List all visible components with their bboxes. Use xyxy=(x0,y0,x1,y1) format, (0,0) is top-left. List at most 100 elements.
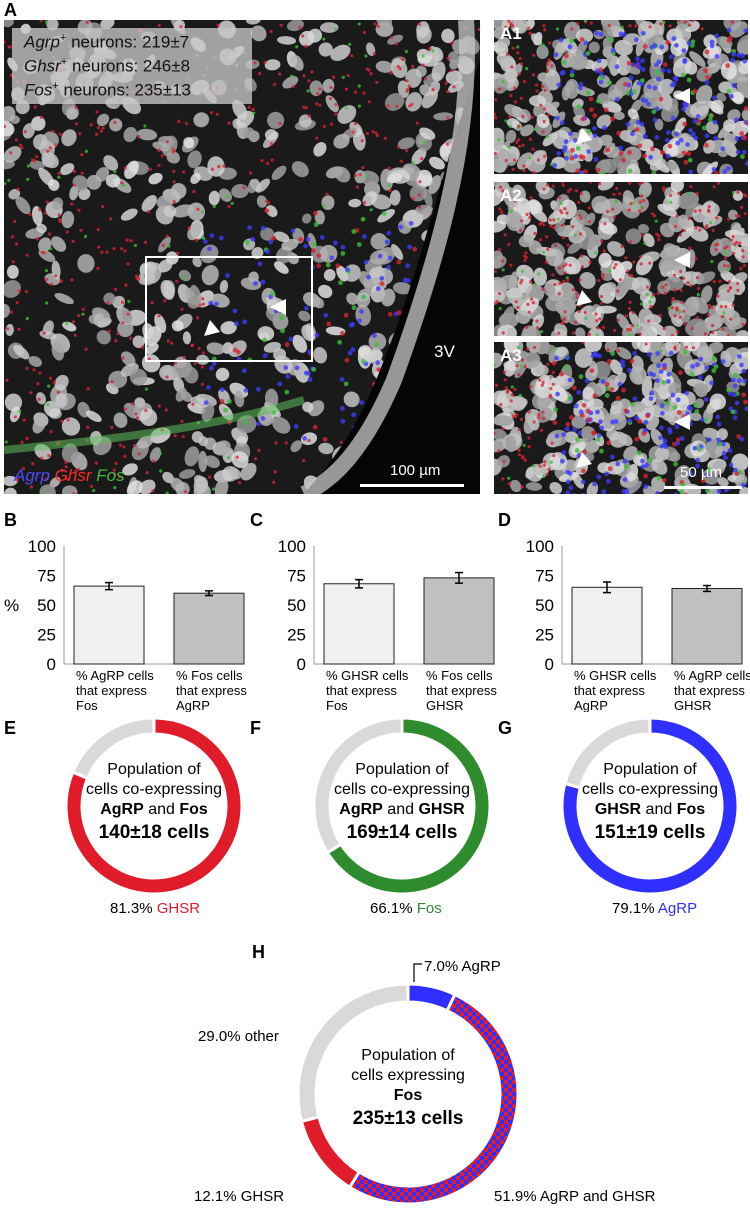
donut-chart-g xyxy=(560,716,740,896)
donut-h-slice-4 xyxy=(296,982,410,1124)
bar-chart-d: 0 25 50 75 100 % GHSR cells that express AgRP % … xyxy=(526,537,750,712)
micrograph-main: Agrp+ neurons: 219±7 Ghsr+ neurons: 246±… xyxy=(4,20,480,494)
bar-c-tick-0: 0 xyxy=(297,655,306,674)
donut-h-center-text: Population of cells expressing Fos 235±1… xyxy=(351,1047,465,1129)
bar-c-errorbar-1 xyxy=(355,578,363,589)
fos-band xyxy=(4,396,306,454)
panel-label-g: G xyxy=(498,718,513,738)
arrowhead-a1-upper xyxy=(674,88,690,104)
bar-d-errorbar-2 xyxy=(703,584,711,593)
scale-label-main: 100 µm xyxy=(390,462,441,479)
bar-d-tick-25: 25 xyxy=(535,626,554,645)
bar-d-tick-100: 100 xyxy=(526,537,554,556)
panel-label-b: B xyxy=(4,510,17,530)
donut-g-slice-1 xyxy=(560,716,740,896)
cell-nuclei xyxy=(494,342,748,494)
panel-label-a1: A1 xyxy=(500,24,522,43)
third-ventricle xyxy=(304,60,480,494)
bar-c-tick-25: 25 xyxy=(287,626,306,645)
donut-h-label-agrp: 7.0% AgRP xyxy=(424,958,501,975)
bar-d-tick-0: 0 xyxy=(545,655,554,674)
signal-puncta xyxy=(494,20,748,174)
arrowhead-a3-upper xyxy=(674,414,690,430)
bar-b-y-label: % xyxy=(4,596,19,615)
bar-b-tick-25: 25 xyxy=(37,626,56,645)
ependymal-layer xyxy=(300,20,476,494)
third-ventricle-label: 3V xyxy=(434,342,455,361)
panel-label-e: E xyxy=(4,718,17,738)
bar-c-tick-100: 100 xyxy=(278,537,306,556)
bar-b-bar-2 xyxy=(173,592,245,665)
signal-puncta xyxy=(494,342,748,494)
bar-b-tick-0: 0 xyxy=(47,655,56,674)
bar-d-tick-75: 75 xyxy=(535,567,554,586)
bar-d-category-1: % GHSR cells that express AgRP xyxy=(574,668,657,712)
panel-label-d: D xyxy=(498,510,511,530)
bar-d-bar-2 xyxy=(671,587,743,665)
bar-b-errorbar-1 xyxy=(105,581,113,591)
bar-c-bar-2 xyxy=(423,577,495,665)
donut-e-caption: 81.3% GHSR xyxy=(110,900,201,917)
scale-bar-inset xyxy=(664,486,742,489)
bar-c-tick-75: 75 xyxy=(287,567,306,586)
bar-c-errorbar-2 xyxy=(455,571,463,584)
neuron-count-legend: Agrp+ neurons: 219±7 Ghsr+ neurons: 246±… xyxy=(12,28,252,104)
donut-chart-h xyxy=(296,963,520,1206)
arrowhead-a2-upper xyxy=(674,252,690,268)
channel-legend: Agrp Ghsr Fos xyxy=(14,466,125,486)
donut-h-label-ghsr: 12.1% GHSR xyxy=(194,1188,285,1205)
donut-chart-e xyxy=(64,716,244,896)
arrowhead-main-lower xyxy=(204,320,220,336)
donut-h-label-agrp-ghsr: 51.9% AgRP and GHSR xyxy=(494,1188,656,1205)
arrowhead-a2-lower xyxy=(576,290,592,306)
panel-label-f: F xyxy=(250,718,261,738)
bar-b-tick-50: 50 xyxy=(37,596,56,615)
arrowhead-main-upper xyxy=(270,299,286,315)
micrograph-inset-a3: A3 50 µm xyxy=(494,342,748,494)
arrowhead-a1-lower xyxy=(576,128,592,144)
inset-a2-image xyxy=(494,182,748,336)
donut-e-center-text: Population of cells co-expressing AgRP a… xyxy=(85,761,223,843)
inset-a1-image xyxy=(494,20,748,174)
inset-a3-image xyxy=(494,342,748,494)
panel-label-a3: A3 xyxy=(500,346,522,365)
channel-fos: Fos xyxy=(96,466,125,485)
bar-b-bar-1 xyxy=(73,585,145,665)
micrograph-inset-a1: A1 xyxy=(494,20,748,174)
bar-d-bar-1 xyxy=(571,586,643,665)
donut-f-center-text: Population of cells co-expressing AgRP a… xyxy=(333,761,471,843)
signal-puncta xyxy=(494,182,748,336)
donut-g-center-text: Population of cells co-expressing GHSR a… xyxy=(581,761,719,843)
bar-chart-c: 0 25 50 75 100 % GHSR cells that express Fos % F… xyxy=(278,537,498,712)
arrowhead-a3-lower xyxy=(576,452,592,468)
donut-e-slice-1 xyxy=(64,716,244,896)
panel-label-h: H xyxy=(252,942,265,962)
inset-selection-box xyxy=(145,256,313,362)
bar-b-category-2: % Fos cells that express AgRP xyxy=(176,668,247,712)
donut-g-slice-2 xyxy=(563,716,652,790)
bar-d-category-2: % AgRP cells that express GHSR xyxy=(674,668,750,712)
bar-b-errorbar-2 xyxy=(205,590,213,597)
bar-d-errorbar-1 xyxy=(603,581,611,594)
cell-nuclei xyxy=(494,182,748,336)
channel-agrp: Agrp xyxy=(14,466,50,485)
panel-label-c: C xyxy=(250,510,263,530)
donut-h-label-other: 29.0% other xyxy=(198,1028,279,1045)
scale-bar-main xyxy=(360,484,464,487)
panel-label-a2: A2 xyxy=(500,186,522,205)
bar-c-category-2: % Fos cells that express GHSR xyxy=(426,668,497,712)
channel-ghsr: Ghsr xyxy=(54,466,92,485)
micrograph-inset-a2: A2 xyxy=(494,182,748,336)
bar-chart-b: 0 25 50 75 100% % AgRP cells that express Fos % … xyxy=(4,537,247,712)
legend-fos: Fos+ neurons: 235±13 xyxy=(24,80,191,100)
bar-b-tick-100: 100 xyxy=(28,537,56,556)
legend-ghsr: Ghsr+ neurons: 246±8 xyxy=(24,56,191,76)
bar-b-category-1: % AgRP cells that express Fos xyxy=(76,668,154,712)
panel-label-a: A xyxy=(4,0,17,20)
donut-e-slice-2 xyxy=(70,716,156,781)
donut-f-caption: 66.1% Fos xyxy=(370,900,442,917)
legend-agrp: Agrp+ neurons: 219±7 xyxy=(24,32,190,52)
donut-g-caption: 79.1% AgRP xyxy=(612,900,698,917)
bar-c-bar-1 xyxy=(323,583,395,665)
bar-c-tick-50: 50 xyxy=(287,596,306,615)
